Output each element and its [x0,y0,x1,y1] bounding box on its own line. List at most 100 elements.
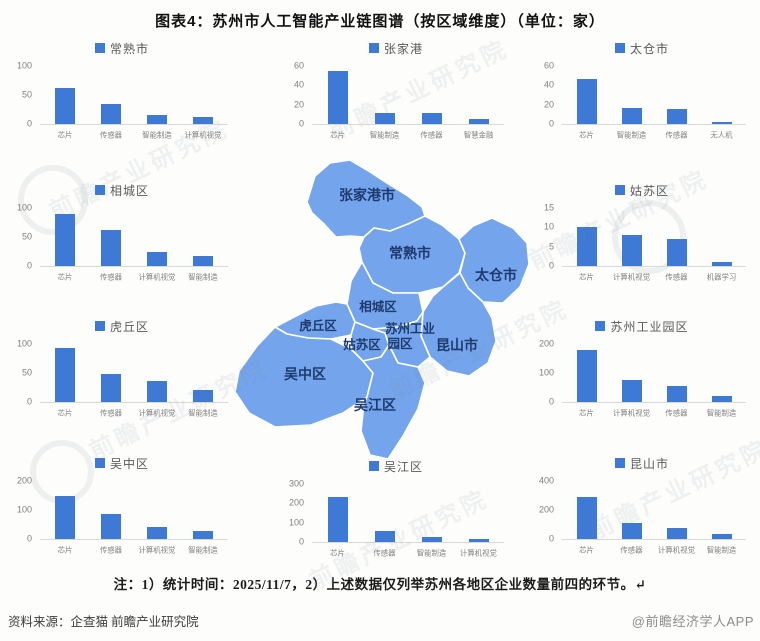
category-label: 智能制造 [369,130,400,140]
bar-传感器 [666,386,687,402]
bar-智能制造 [374,113,395,124]
y-tick-label: 0 [548,533,554,544]
chart-legend: 吴中区 [8,455,236,471]
bars [312,484,504,542]
bar-slot [564,66,609,124]
x-axis-labels: 芯片 计算机视觉 传感器 智能制造 [562,406,746,419]
bar-传感器 [621,523,642,539]
chart-taicang: 太仓市 0 20 40 60 芯片 智能制造 传感器 无人机 [530,40,754,152]
legend-color-swatch [368,461,379,471]
category-label: 机器学习 [706,272,737,282]
x-axis-labels: 芯片 传感器 智能制造 计算机视觉 [312,546,504,559]
legend-label: 吴江区 [383,459,423,474]
y-tick-label: 0 [548,260,554,271]
bar-slot [699,208,744,266]
y-tick-label: 100 [16,504,32,515]
bar-计算机视觉 [147,251,167,266]
y-tick-label: 0 [548,396,554,407]
legend-color-swatch [614,43,625,53]
map-label-sip-line1: 苏州工业 [385,321,436,336]
chart-suzhou-industrial-park: 苏州工业园区 0 100 200 芯片 计算机视觉 传感器 智能制造 [530,318,754,430]
x-axis-labels: 芯片 传感器 智能制造 计算机视觉 [40,128,228,141]
category-label: 芯片 [579,272,594,282]
chart-gusu: 姑苏区 0 5 10 15 芯片 计算机视觉 传感器 机器学习 [530,182,754,294]
legend-label: 虎丘区 [109,319,149,334]
map-region-wujiang [360,344,426,460]
category-label: 无人机 [710,130,733,140]
y-tick-label: 200 [538,504,554,515]
category-label: 芯片 [57,272,73,282]
brand-credit: @前瞻经济学人APP [631,614,754,629]
legend-color-swatch [94,458,105,468]
map-region-suzhou-industrial-park [372,311,431,368]
map-label-wuzhong: 吴中区 [284,366,326,382]
bar-slot [609,481,654,539]
map-label-changshu: 常熟市 [389,245,431,261]
map-label-huqiu: 虎丘区 [299,318,337,333]
y-tick-label: 0 [298,118,304,129]
bar-slot [609,66,654,124]
category-label: 智能制造 [706,408,737,418]
bar-传感器 [666,108,687,124]
category-label: 计算机视觉 [460,548,497,558]
bars [40,66,228,124]
bar-slot [180,344,226,402]
category-label: 芯片 [57,130,73,140]
plot-area: 0 50 100 [17,339,228,406]
y-tick-label: 5 [548,241,554,252]
category-label: 芯片 [57,408,73,418]
y-tick-label: 0 [26,533,32,544]
plot-area: 0 50 100 [17,61,228,128]
category-label: 计算机视觉 [138,545,176,555]
bar-slot [361,66,408,124]
map-label-sip-line2: 园区 [387,337,413,351]
category-label: 芯片 [330,130,345,140]
bar-slot [42,481,88,539]
bar-芯片 [327,70,348,124]
legend-color-swatch [614,458,625,468]
y-tick-label: 200 [16,475,32,486]
bar-slot [42,344,88,402]
bars [562,66,746,124]
bars [562,208,746,266]
bar-芯片 [55,88,75,124]
bar-slot [408,484,455,542]
y-tick-label: 0 [548,118,554,129]
legend-label: 张家港 [383,41,423,56]
bar-slot [134,344,180,402]
category-label: 计算机视觉 [138,408,176,418]
y-axis: 0 100 200 300 [280,479,308,546]
y-axis: 0 20 40 60 [530,61,558,128]
bar-slot [654,481,699,539]
bar-计算机视觉 [621,380,642,402]
data-source: 资料来源：企查猫 前瞻产业研究院 [8,615,199,629]
category-label: 智慧金融 [463,130,494,140]
suzhou-region-map: 张家港市 常熟市 太仓市 相城区 虎丘区 姑苏区 苏州工业 园区 昆山市 吴中区… [212,140,544,472]
category-label: 芯片 [579,545,594,555]
bar-智能制造 [193,530,213,539]
bar-slot [180,208,226,266]
y-tick-label: 50 [21,367,32,378]
map-svg: 张家港市 常熟市 太仓市 相城区 虎丘区 姑苏区 苏州工业 园区 昆山市 吴中区… [234,159,530,460]
bar-slot [180,481,226,539]
bar-slot [699,66,744,124]
category-label: 智能制造 [706,545,737,555]
y-tick-label: 0 [26,396,32,407]
bars [562,344,746,402]
bar-芯片 [576,496,597,539]
category-label: 传感器 [99,130,123,140]
y-tick-label: 100 [16,338,32,349]
bar-智能制造 [421,537,442,542]
chart-legend: 姑苏区 [530,182,754,198]
y-tick-label: 20 [293,99,304,110]
chart-kunshan: 昆山市 0 200 400 芯片 传感器 计算机视觉 智能制造 [530,455,754,567]
y-tick-label: 60 [543,60,554,71]
category-label: 芯片 [579,408,594,418]
category-label: 传感器 [665,408,688,418]
map-region-wuzhong [234,326,374,428]
bar-slot [88,481,134,539]
category-label: 计算机视觉 [658,545,695,555]
category-label: 传感器 [665,272,688,282]
y-tick-label: 15 [543,202,554,213]
y-axis: 0 20 40 60 [280,61,308,128]
